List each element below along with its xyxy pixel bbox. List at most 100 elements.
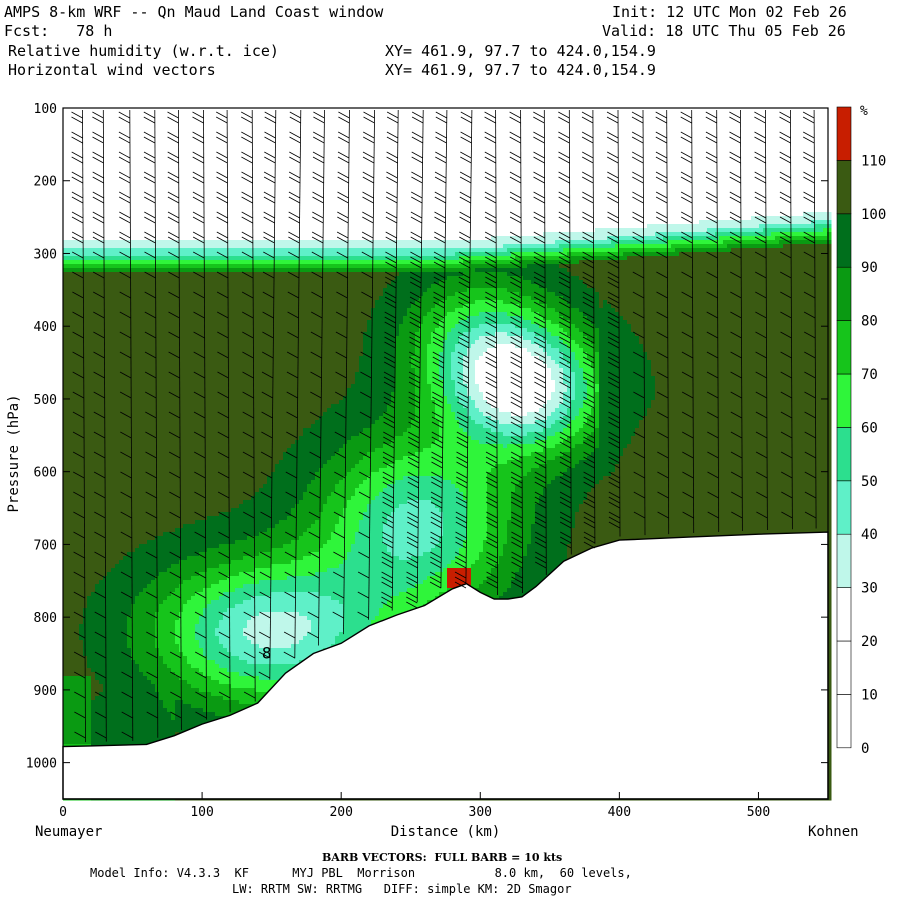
wind-barb-flag — [459, 196, 471, 204]
wind-barb-flag — [94, 591, 106, 599]
wind-barb-flag — [457, 391, 469, 399]
wind-barb-flag — [431, 431, 443, 439]
wind-barb-flag — [534, 521, 547, 529]
wind-barb-flag — [93, 411, 105, 419]
wind-barb-flag — [656, 251, 668, 259]
wind-barb-flag — [779, 231, 792, 239]
wind-barb-flag — [434, 236, 446, 244]
wind-barb-flag — [780, 331, 792, 339]
wind-barb-flag — [608, 436, 620, 444]
wind-barb-flag — [218, 631, 230, 639]
wind-barb-flag — [511, 576, 523, 584]
wind-barb-shaft — [416, 109, 424, 603]
wind-barb-flag — [264, 136, 276, 144]
wind-barb-flag — [118, 116, 130, 124]
wind-barb-flag — [433, 296, 445, 304]
wind-barb-flag — [729, 191, 741, 199]
wind-barb-flag — [168, 431, 181, 439]
wind-barb-flag — [195, 711, 207, 719]
wind-barb-flag — [410, 231, 422, 239]
wind-barb-flag — [119, 211, 131, 219]
wind-barb-flag — [655, 151, 668, 159]
wind-barb-flag — [779, 211, 792, 219]
wind-barb-flag — [71, 151, 83, 159]
wind-barb-flag — [559, 481, 572, 489]
wind-barb-flag — [559, 441, 571, 449]
wind-barb-flag — [486, 496, 498, 504]
wind-barb-flag — [383, 411, 395, 419]
wind-barb-flag — [73, 491, 85, 499]
wind-barb-flag — [169, 491, 181, 499]
wind-barb-flag — [359, 451, 371, 459]
wind-barb-flag — [533, 151, 545, 159]
wind-barb-flag — [485, 456, 498, 464]
wind-barb-flag — [406, 551, 418, 559]
wind-barb-flag — [803, 176, 815, 184]
wind-barb-flag — [94, 511, 106, 519]
wind-barb-flag — [705, 116, 717, 124]
colorbar-swatch — [836, 373, 852, 428]
wind-barb-flag — [288, 171, 301, 179]
wind-barb-flag — [559, 376, 571, 384]
forecast-hour: Fcst: 78 h — [4, 22, 112, 40]
wind-barb-flag — [486, 571, 498, 579]
wind-barb-flag — [409, 331, 421, 339]
wind-barb-flag — [632, 291, 645, 299]
wind-barb-flag — [313, 136, 325, 144]
wind-barb-flag — [72, 251, 84, 259]
x-tick-label: 400 — [608, 805, 631, 820]
wind-barb-flag — [385, 256, 397, 264]
wind-barb-flag — [383, 416, 395, 424]
wind-barb-flag — [606, 116, 619, 124]
wind-barb-flag — [454, 571, 467, 579]
valid-time: Valid: 18 UTC Thu 05 Feb 26 — [602, 22, 846, 40]
wind-barb-flag — [632, 151, 644, 159]
wind-barb-flag — [386, 131, 399, 139]
wind-barb-flag — [313, 131, 325, 139]
wind-barb-flag — [309, 431, 321, 439]
wind-barb-flag — [486, 556, 498, 564]
wind-barb-flag — [780, 271, 792, 279]
wind-barb-flag — [311, 236, 324, 244]
wind-barb-flag — [263, 231, 275, 239]
wind-barb-flag — [192, 156, 204, 164]
wind-barb-flag — [260, 471, 273, 479]
wind-barb-flag — [780, 291, 792, 299]
wind-barb-flag — [510, 401, 522, 409]
wind-barb-flag — [146, 651, 158, 659]
wind-barb-flag — [195, 691, 207, 699]
wind-barb-flag — [655, 131, 667, 139]
wind-barb-flag — [633, 451, 645, 459]
wind-barb-flag — [706, 231, 718, 239]
colorbar-swatch — [836, 533, 852, 588]
wind-barb-flag — [310, 371, 322, 379]
wind-barb-flag — [385, 261, 397, 269]
wind-barb-flag — [169, 571, 181, 579]
wind-barb-flag — [194, 611, 207, 619]
wind-barb-flag — [780, 351, 792, 359]
wind-barb-flag — [386, 136, 399, 144]
wind-barb-flag — [559, 411, 571, 419]
wind-barb-flag — [337, 216, 349, 224]
wind-barb-flag — [262, 311, 274, 319]
wind-barb-flag — [607, 336, 620, 344]
wind-barb-flag — [121, 631, 133, 639]
wind-barb-flag — [455, 516, 467, 524]
wind-barb-flag — [533, 116, 545, 124]
wind-barb-flag — [559, 521, 572, 529]
wind-barb-flag — [381, 596, 393, 604]
wind-barb-flag — [430, 491, 443, 499]
wind-barb-flag — [681, 251, 693, 259]
wind-barb-flag — [382, 481, 394, 489]
wind-barb-flag — [430, 551, 442, 559]
wind-barb-flag — [93, 471, 106, 479]
wind-barb-flag — [582, 211, 594, 219]
wind-barb-flag — [729, 116, 741, 124]
wind-barb-flag — [433, 316, 445, 324]
wind-barb-flag — [261, 371, 274, 379]
wind-barb-flag — [94, 611, 106, 619]
wind-barb-flag — [334, 471, 346, 479]
wind-barb-flag — [510, 281, 522, 289]
wind-barb-flag — [94, 631, 106, 639]
